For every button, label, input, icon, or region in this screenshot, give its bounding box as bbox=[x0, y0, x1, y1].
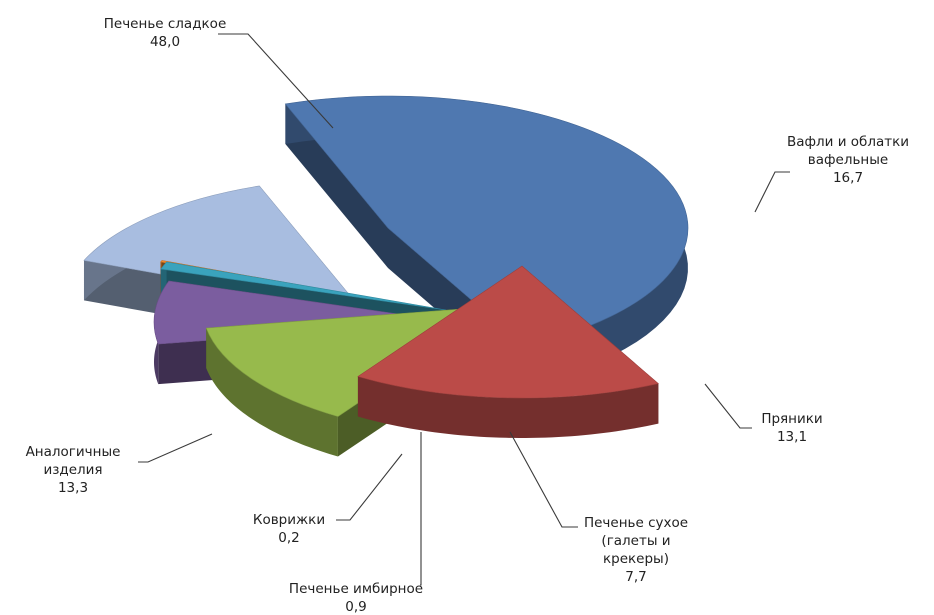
data-label-value: 48,0 bbox=[150, 34, 180, 50]
data-label-category: изделия bbox=[43, 462, 102, 478]
data-label-value: 0,9 bbox=[345, 599, 366, 615]
leader-line bbox=[704, 383, 752, 429]
slice-top bbox=[83, 185, 363, 311]
data-label-value: 16,7 bbox=[833, 170, 863, 186]
leader-line bbox=[218, 33, 334, 129]
data-label-category: Печенье сухое bbox=[584, 515, 688, 531]
slice-label-1: Печенье сладкое 48,0 bbox=[104, 16, 334, 129]
data-label-value: 13,1 bbox=[777, 429, 807, 445]
data-label-category: Вафли и облатки bbox=[787, 134, 909, 150]
slice-top bbox=[284, 95, 689, 346]
data-label-value: 7,7 bbox=[625, 569, 646, 585]
slice-side bbox=[206, 328, 338, 457]
leader-line bbox=[336, 453, 403, 521]
data-label-category: вафельные bbox=[808, 152, 888, 168]
data-label-category: Печенье сладкое bbox=[104, 16, 227, 32]
slice-label-3: Пряники 13,1 bbox=[704, 383, 823, 445]
slice-label-4: Печенье сухое (галеты и крекеры) 7,7 bbox=[509, 431, 688, 585]
slice-top bbox=[160, 261, 447, 311]
data-label-category: Коврижки bbox=[253, 512, 325, 528]
slice-label-5: Печенье имбирное 0,9 bbox=[289, 432, 423, 615]
data-label-value: 0,2 bbox=[278, 530, 299, 546]
slice-side bbox=[357, 376, 659, 438]
leader-line bbox=[754, 171, 790, 213]
leader-line bbox=[509, 431, 578, 528]
leader-line bbox=[420, 432, 422, 586]
data-label-category: (галеты и bbox=[601, 533, 670, 549]
pie-slice-2 bbox=[357, 265, 659, 438]
slice-top bbox=[357, 265, 659, 399]
slice-label-6: Коврижки 0,2 bbox=[253, 453, 403, 546]
data-label-category: крекеры) bbox=[603, 551, 669, 567]
data-label-category: Печенье имбирное bbox=[289, 581, 423, 597]
slice-wall bbox=[285, 103, 388, 268]
data-label-category: Аналогичные bbox=[26, 444, 121, 460]
data-label-category: Пряники bbox=[761, 411, 822, 427]
leader-line bbox=[138, 433, 213, 463]
slice-label-2: Вафли и облатки вафельные 16,7 bbox=[754, 134, 909, 213]
data-label-value: 13,3 bbox=[58, 480, 88, 496]
slice-label-7: Аналогичные изделия 13,3 bbox=[26, 433, 213, 496]
